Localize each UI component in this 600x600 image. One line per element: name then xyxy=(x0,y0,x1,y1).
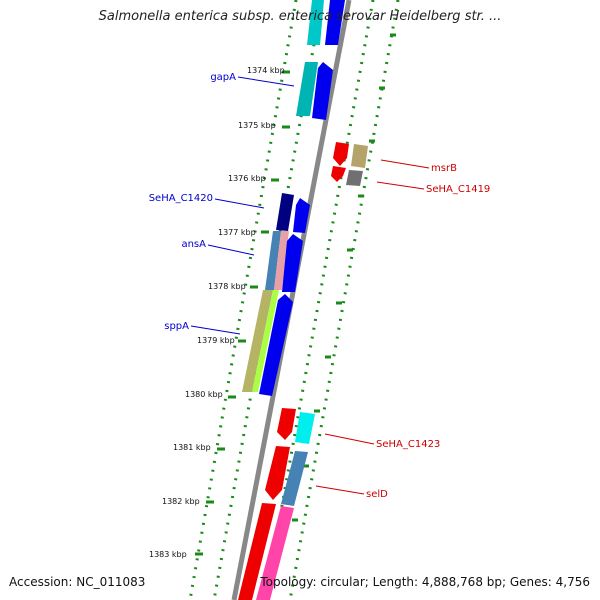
gene-feature xyxy=(265,231,281,290)
gene-label-gapA: gapA xyxy=(210,72,236,83)
tick-label: 1380 kbp xyxy=(185,390,223,399)
gene-feature xyxy=(351,144,368,168)
gene-feature xyxy=(276,193,294,231)
label-connectors xyxy=(190,76,430,495)
gene-features xyxy=(238,0,368,600)
tick-label: 1381 kbp xyxy=(173,443,211,452)
gene-feature xyxy=(242,290,273,392)
gene-feature xyxy=(238,503,276,600)
gene-label-msrB: msrB xyxy=(431,163,457,174)
gene-feature xyxy=(312,62,333,120)
gene-feature xyxy=(274,231,289,290)
map-title: Salmonella enterica subsp. enterica sero… xyxy=(98,9,502,24)
right-tick-marks xyxy=(292,33,396,522)
gene-feature xyxy=(281,451,308,506)
tick-label: 1383 kbp xyxy=(149,550,187,559)
accession-text: Accession: NC_011083 xyxy=(9,575,146,589)
gene-label-SeHA_C1420: SeHA_C1420 xyxy=(149,193,213,204)
tick-label: 1377 kbp xyxy=(218,228,256,237)
gene-feature xyxy=(282,234,303,292)
gene-feature xyxy=(259,294,293,396)
tick-label: 1382 kbp xyxy=(162,497,200,506)
gene-feature xyxy=(296,62,318,116)
gene-feature xyxy=(252,290,279,392)
gene-label-ansA: ansA xyxy=(181,239,206,250)
gene-label-sppA: sppA xyxy=(164,321,189,332)
tick-label: 1374 kbp xyxy=(247,66,285,75)
tick-marks xyxy=(195,70,290,556)
gene-feature xyxy=(295,412,315,444)
gene-label-SeHA_C1423: SeHA_C1423 xyxy=(376,439,440,450)
tick-label: 1375 kbp xyxy=(238,121,276,130)
gene-feature xyxy=(265,446,290,500)
gene-feature xyxy=(346,170,363,186)
gene-feature xyxy=(293,198,310,233)
tick-labels: 1374 kbp 1375 kbp 1376 kbp 1377 kbp 1378… xyxy=(149,66,285,559)
gene-label-SeHA_C1419: SeHA_C1419 xyxy=(426,184,490,195)
tick-label: 1376 kbp xyxy=(228,174,266,183)
gene-feature xyxy=(256,506,294,600)
gene-labels: gapA SeHA_C1420 ansA sppA msrB SeHA_C141… xyxy=(149,72,491,500)
topology-text: Topology: circular; Length: 4,888,768 bp… xyxy=(260,575,590,589)
gene-feature xyxy=(307,0,324,45)
genome-backbone xyxy=(231,0,352,600)
gene-label-selD: selD xyxy=(366,489,388,500)
tick-label: 1378 kbp xyxy=(208,282,246,291)
gene-feature xyxy=(331,166,346,182)
gene-feature xyxy=(325,0,345,45)
tick-label: 1379 kbp xyxy=(197,336,235,345)
gene-feature xyxy=(333,142,349,166)
gene-feature xyxy=(277,408,296,440)
